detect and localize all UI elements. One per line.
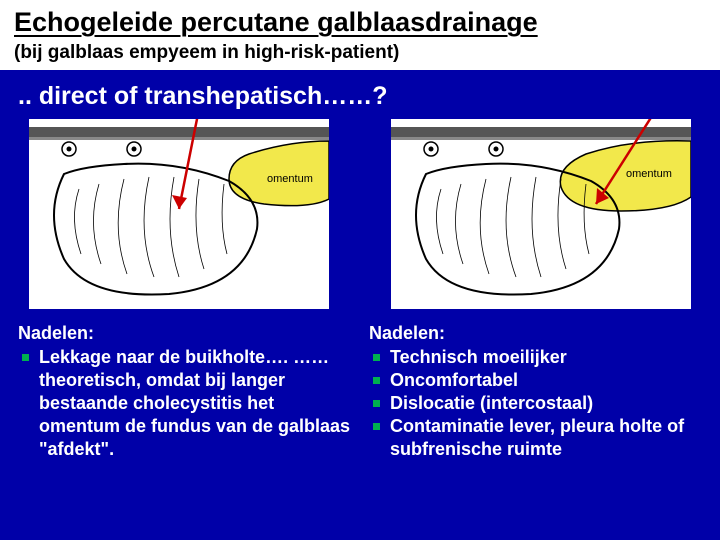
illustration-transhepatic: omentum (391, 119, 691, 309)
list-item: Technisch moeilijker (369, 346, 702, 369)
bullet-icon (373, 377, 380, 384)
striation (93, 184, 101, 264)
illustration-direct: omentum (29, 119, 329, 309)
striation (74, 189, 81, 254)
header: Echogeleide percutane galblaasdrainage (… (0, 0, 720, 70)
striation (144, 177, 154, 277)
list-item: Oncomfortabel (369, 369, 702, 392)
marker-dot (494, 146, 499, 151)
slide-title: Echogeleide percutane galblaasdrainage (14, 8, 706, 38)
marker-dot (67, 146, 72, 151)
bullet-text: Dislocatie (intercostaal) (390, 392, 702, 415)
slide: Echogeleide percutane galblaasdrainage (… (0, 0, 720, 540)
anatomy-svg-left: omentum (29, 119, 329, 309)
bullet-text: Technisch moeilijker (390, 346, 702, 369)
illustrations-row: omentum (0, 119, 720, 309)
marker-dot (429, 146, 434, 151)
omentum-label: omentum (626, 168, 672, 180)
striation (480, 179, 489, 274)
striation (532, 177, 541, 277)
list-item: Dislocatie (intercostaal) (369, 392, 702, 415)
striation (170, 177, 179, 277)
bullet-text: Contaminatie lever, pleura holte of subf… (390, 415, 702, 461)
striation (436, 189, 443, 254)
striation (222, 184, 227, 254)
lists-row: Nadelen: Lekkage naar de buikholte…. ……t… (0, 309, 720, 461)
bullet-icon (373, 354, 380, 361)
omentum-label: omentum (267, 173, 313, 185)
anatomy-svg-right: omentum (391, 119, 691, 309)
question-text: .. direct of transhepatisch……? (0, 70, 720, 119)
striation (118, 179, 127, 274)
left-list: Nadelen: Lekkage naar de buikholte…. ……t… (18, 323, 351, 461)
organ-outline (54, 163, 257, 294)
list-heading: Nadelen: (18, 323, 351, 344)
bullet-icon (373, 423, 380, 430)
list-item: Contaminatie lever, pleura holte of subf… (369, 415, 702, 461)
bullet-text: Oncomfortabel (390, 369, 702, 392)
arrow-head-icon (172, 195, 187, 209)
striation (196, 179, 204, 269)
bullet-icon (373, 400, 380, 407)
skin-layer (391, 127, 691, 137)
list-heading: Nadelen: (369, 323, 702, 344)
fascia-layer (29, 137, 329, 140)
marker-dot (132, 146, 137, 151)
bullet-text: Lekkage naar de buikholte…. ……theoretisc… (39, 346, 351, 461)
right-list: Nadelen: Technisch moeilijker Oncomforta… (369, 323, 702, 461)
striation (455, 184, 463, 264)
fascia-layer (391, 137, 691, 140)
skin-layer (29, 127, 329, 137)
striation (506, 177, 516, 277)
bullet-icon (22, 354, 29, 361)
slide-subtitle: (bij galblaas empyeem in high-risk-patie… (14, 42, 706, 64)
list-item: Lekkage naar de buikholte…. ……theoretisc… (18, 346, 351, 461)
